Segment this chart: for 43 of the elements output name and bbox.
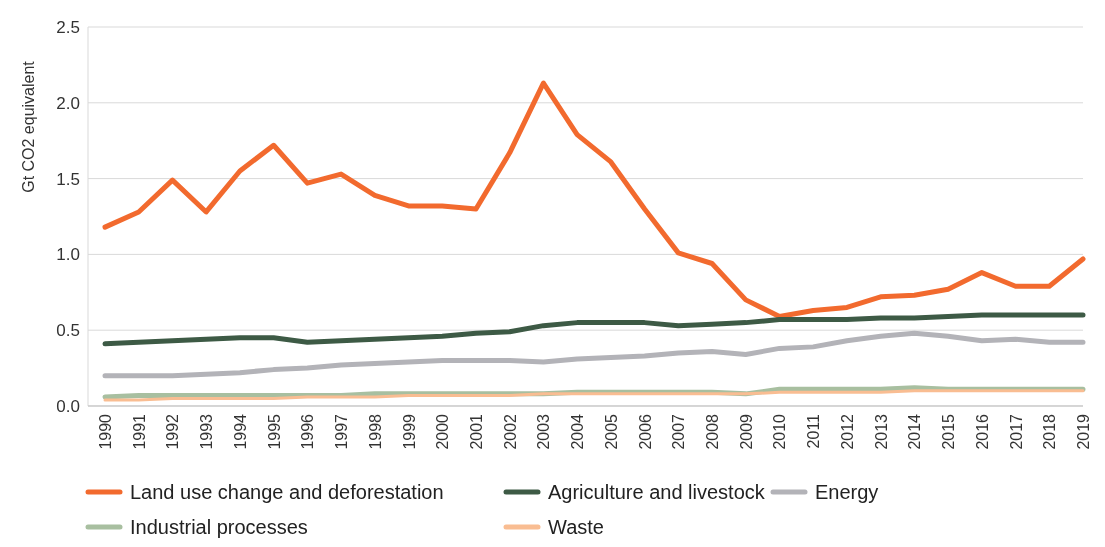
y-axis-title: Gt CO2 equivalent xyxy=(20,60,37,193)
x-tick-label: 2016 xyxy=(973,413,991,450)
legend-label: Agriculture and livestock xyxy=(548,481,766,503)
legend-label: Energy xyxy=(815,481,879,503)
x-tick-label: 2002 xyxy=(501,413,519,450)
x-tick-label: 2013 xyxy=(872,413,890,450)
x-tick-label: 1995 xyxy=(265,413,283,450)
x-tick-label: 2003 xyxy=(535,413,553,450)
legend-label: Waste xyxy=(548,516,604,538)
x-tick-label: 1996 xyxy=(299,413,317,450)
y-tick-label: 2.0 xyxy=(56,93,80,113)
x-tick-label: 1992 xyxy=(164,413,182,450)
x-tick-label: 2005 xyxy=(602,413,620,450)
x-tick-label: 2015 xyxy=(940,413,958,450)
x-tick-label: 1999 xyxy=(400,413,418,450)
x-tick-label: 1991 xyxy=(130,413,148,450)
x-tick-label: 2017 xyxy=(1007,413,1025,450)
x-tick-label: 2010 xyxy=(771,413,789,450)
y-tick-label: 0.5 xyxy=(56,321,80,341)
y-tick-label: 1.5 xyxy=(56,169,80,189)
x-tick-label: 2019 xyxy=(1075,413,1092,450)
x-tick-label: 2007 xyxy=(670,413,688,450)
x-tick-label: 2011 xyxy=(805,413,823,449)
x-tick-label: 2001 xyxy=(467,413,485,450)
y-tick-label: 0.0 xyxy=(56,396,80,416)
x-tick-label: 1990 xyxy=(97,413,114,450)
x-tick-label: 2018 xyxy=(1041,413,1059,450)
x-tick-label: 1994 xyxy=(231,413,249,450)
y-tick-label: 2.5 xyxy=(56,17,80,37)
legend-label: Land use change and deforestation xyxy=(130,481,444,503)
x-tick-label: 2009 xyxy=(737,413,755,450)
x-tick-label: 2000 xyxy=(434,413,452,450)
x-tick-label: 2012 xyxy=(838,413,856,450)
x-tick-label: 2004 xyxy=(569,413,587,450)
line-series xyxy=(103,389,1085,402)
x-tick-label: 1998 xyxy=(366,413,384,450)
x-tick-label: 2014 xyxy=(906,413,924,450)
x-tick-label: 1997 xyxy=(333,413,351,450)
y-tick-label: 1.0 xyxy=(56,245,80,265)
x-tick-label: 2008 xyxy=(704,413,722,450)
x-tick-label: 2006 xyxy=(636,413,654,450)
x-tick-label: 1993 xyxy=(198,413,216,450)
legend-label: Industrial processes xyxy=(130,516,308,538)
